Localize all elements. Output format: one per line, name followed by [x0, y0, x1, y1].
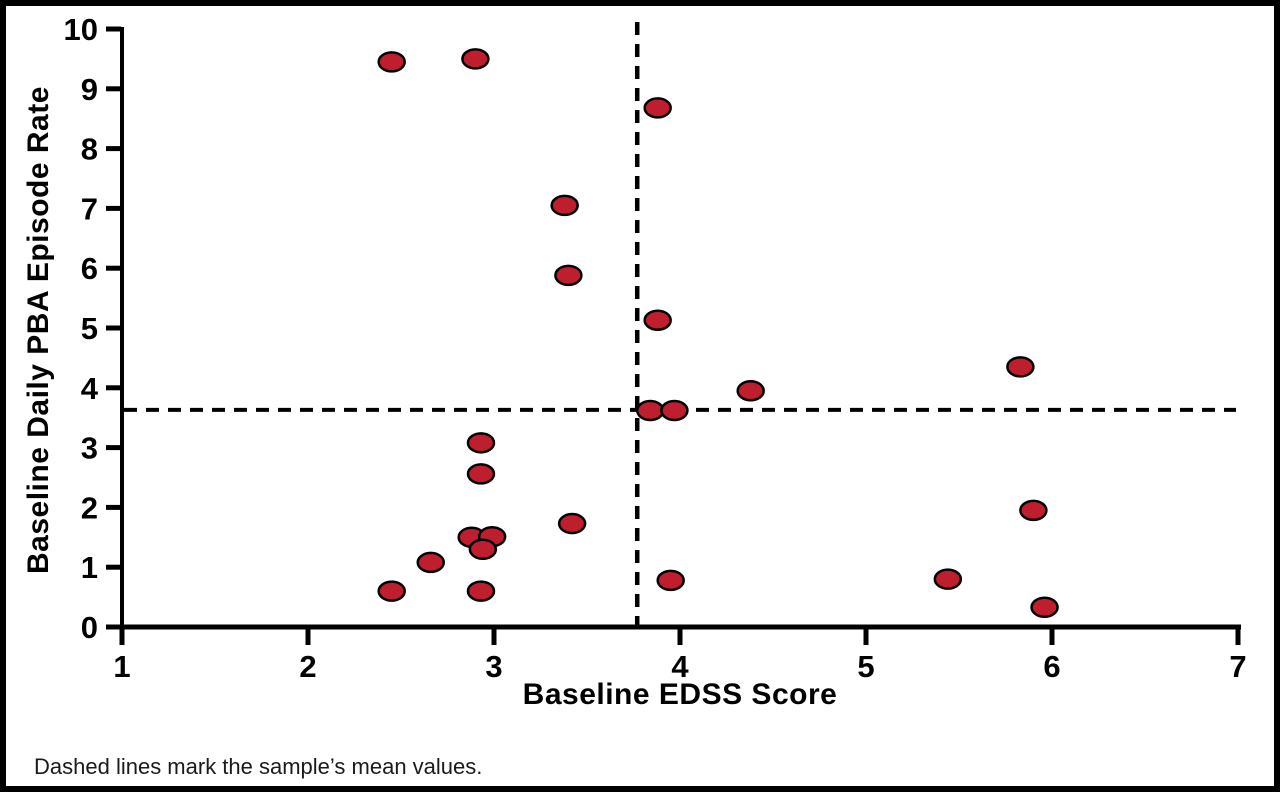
x-tick-label: 6 [1043, 649, 1060, 684]
x-tick-label: 5 [857, 649, 874, 684]
figure-caption: Dashed lines mark the sample’s mean valu… [34, 754, 483, 779]
data-point [933, 568, 963, 590]
y-tick-label: 0 [81, 610, 98, 645]
data-point [1030, 596, 1059, 619]
data-point [466, 463, 496, 485]
data-point [1006, 356, 1035, 378]
y-tick-label: 10 [64, 12, 98, 47]
data-point [377, 51, 406, 73]
data-point [643, 309, 672, 331]
x-tick-label: 2 [299, 649, 316, 684]
data-point [461, 48, 490, 70]
data-point [557, 512, 587, 535]
y-tick-label: 3 [81, 431, 98, 466]
data-point [466, 432, 496, 454]
y-tick-label: 7 [81, 191, 98, 226]
data-point [656, 569, 685, 592]
y-tick-label: 2 [81, 490, 98, 525]
y-tick-label: 1 [81, 550, 98, 585]
data-point [1019, 499, 1048, 522]
x-tick-label: 7 [1229, 649, 1246, 684]
data-point [416, 551, 446, 574]
y-tick-label: 5 [81, 311, 98, 346]
data-point [643, 97, 672, 119]
y-tick-label: 4 [81, 371, 99, 406]
x-tick-label: 4 [671, 649, 689, 684]
data-point [554, 264, 583, 287]
y-tick-label: 6 [81, 251, 98, 286]
data-point [635, 399, 665, 422]
y-tick-label: 8 [81, 132, 98, 167]
x-axis-title: Baseline EDSS Score [522, 678, 838, 711]
y-axis-title: Baseline Daily PBA Episode Rate [22, 86, 55, 574]
data-point [660, 399, 689, 422]
data-point [468, 538, 498, 561]
data-point [736, 380, 765, 402]
x-tick-label: 1 [113, 649, 130, 684]
data-point [466, 580, 496, 602]
x-tick-label: 3 [485, 649, 502, 684]
y-tick-label: 9 [81, 72, 98, 107]
data-point [377, 580, 406, 602]
data-point [550, 194, 579, 217]
